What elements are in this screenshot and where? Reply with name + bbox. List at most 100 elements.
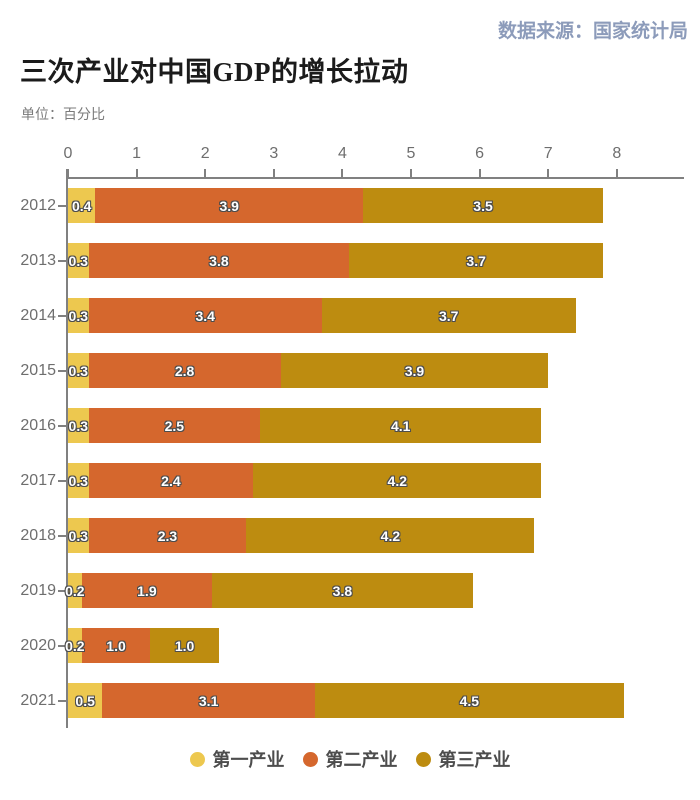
x-axis-tick-label: 6 bbox=[475, 145, 485, 162]
bar-value-label: 0.3 bbox=[68, 527, 89, 544]
x-axis-tick bbox=[341, 169, 344, 177]
y-axis-category-label: 2014 bbox=[20, 307, 56, 324]
bar-segment-第二产业 bbox=[88, 463, 254, 498]
bar-segment-第一产业 bbox=[68, 188, 96, 223]
legend-swatch-icon bbox=[189, 751, 205, 767]
y-axis-tick bbox=[58, 534, 66, 537]
bar-value-label: 0.2 bbox=[65, 637, 85, 654]
bar-value-label: 3.9 bbox=[404, 362, 425, 379]
bar-segment-第三产业 bbox=[280, 353, 549, 388]
page-title: 三次产业对中国GDP的增长拉动 bbox=[20, 57, 409, 87]
bar-value-label: 3.7 bbox=[438, 307, 459, 324]
x-axis-tick-label: 3 bbox=[269, 145, 279, 162]
bar-segment-第二产业 bbox=[95, 188, 363, 223]
unit-label: 单位：百分比 bbox=[21, 106, 105, 122]
bar-segment-第一产业 bbox=[68, 408, 89, 443]
x-axis-tick-label: 2 bbox=[200, 145, 210, 162]
bar-value-label: 2.3 bbox=[157, 527, 178, 544]
bar-value-label: 3.4 bbox=[195, 307, 215, 324]
y-axis-tick bbox=[58, 369, 66, 372]
x-axis-tick-label: 0 bbox=[63, 145, 73, 162]
bar-segment-第一产业 bbox=[68, 353, 89, 388]
bar-segment-第一产业 bbox=[68, 298, 89, 333]
x-axis-line bbox=[66, 177, 684, 179]
bar-segment-第三产业 bbox=[349, 243, 604, 278]
y-axis-category-label: 2013 bbox=[20, 252, 56, 269]
x-axis-tick bbox=[547, 169, 550, 177]
bar-segment-第一产业 bbox=[68, 243, 89, 278]
bar-segment-第二产业 bbox=[81, 628, 151, 663]
legend-label: 第三产业 bbox=[438, 750, 511, 770]
x-axis-tick bbox=[67, 169, 69, 177]
bar-segment-第二产业 bbox=[81, 573, 213, 608]
bar-value-label: 2.8 bbox=[174, 362, 195, 379]
bar-value-label: 0.3 bbox=[68, 307, 89, 324]
y-axis-category-label: 2020 bbox=[20, 637, 56, 654]
bar-value-label: 0.4 bbox=[71, 197, 92, 214]
x-axis-tick bbox=[478, 169, 481, 177]
x-axis-tick-label: 8 bbox=[612, 145, 622, 162]
y-axis-tick bbox=[58, 259, 66, 262]
bar-segment-第三产业 bbox=[246, 518, 535, 553]
bar-value-label: 3.7 bbox=[466, 252, 486, 269]
y-axis-tick bbox=[58, 644, 66, 647]
bar-segment-第一产业 bbox=[68, 463, 89, 498]
x-axis-tick-label: 7 bbox=[543, 145, 553, 162]
legend-item: 第三产业 bbox=[415, 746, 511, 772]
bar-value-label: 0.2 bbox=[65, 582, 85, 599]
bar-segment-第三产业 bbox=[321, 298, 576, 333]
bar-value-label: 0.3 bbox=[68, 252, 89, 269]
x-axis-tick-label: 5 bbox=[406, 145, 416, 162]
bar-value-label: 0.3 bbox=[68, 472, 89, 489]
legend: 第一产业 第二产业 第三产业 bbox=[0, 746, 700, 772]
bar-value-label: 1.0 bbox=[106, 637, 126, 654]
bar-value-label: 3.8 bbox=[332, 582, 353, 599]
y-axis-category-label: 2021 bbox=[20, 692, 56, 709]
bar-value-label: 4.2 bbox=[380, 527, 401, 544]
bar-value-label: 3.5 bbox=[473, 197, 493, 214]
legend-swatch-icon bbox=[302, 751, 318, 767]
bar-value-label: 4.1 bbox=[390, 417, 411, 434]
y-axis-category-label: 2015 bbox=[20, 362, 56, 379]
legend-swatch-icon bbox=[415, 751, 431, 767]
y-axis-line bbox=[66, 169, 68, 728]
bar-segment-第三产业 bbox=[362, 188, 604, 223]
bar-segment-第一产业 bbox=[68, 518, 89, 553]
x-axis-tick bbox=[135, 169, 138, 177]
bar-segment-第二产业 bbox=[88, 518, 247, 553]
x-axis-tick-label: 1 bbox=[132, 145, 142, 162]
x-axis-tick bbox=[410, 169, 412, 177]
bar-segment-第三产业 bbox=[150, 628, 219, 663]
bar-segment-第一产业 bbox=[68, 628, 82, 663]
x-axis-tick bbox=[204, 169, 207, 177]
bar-value-label: 4.5 bbox=[459, 692, 480, 709]
y-axis-category-label: 2012 bbox=[20, 197, 56, 214]
bar-segment-第三产业 bbox=[314, 683, 624, 718]
bar-value-label: 1.0 bbox=[174, 637, 195, 654]
y-axis-category-label: 2018 bbox=[20, 527, 56, 544]
y-axis-category-label: 2016 bbox=[20, 417, 56, 434]
bar-segment-第二产业 bbox=[88, 243, 350, 278]
bar-value-label: 3.8 bbox=[209, 252, 229, 269]
bar-value-label: 3.9 bbox=[219, 197, 239, 214]
bar-value-label: 2.4 bbox=[161, 472, 181, 489]
y-axis-tick bbox=[58, 204, 66, 207]
x-axis-tick-label: 4 bbox=[337, 145, 347, 162]
legend-label: 第一产业 bbox=[212, 750, 285, 770]
x-axis-tick bbox=[272, 169, 275, 177]
legend-item: 第一产业 bbox=[189, 746, 285, 772]
bar-segment-第三产业 bbox=[260, 408, 542, 443]
bar-segment-第二产业 bbox=[88, 298, 322, 333]
bar-segment-第三产业 bbox=[253, 463, 542, 498]
y-axis-tick bbox=[58, 314, 66, 317]
legend-label: 第二产业 bbox=[325, 750, 398, 770]
x-axis-tick bbox=[615, 169, 618, 177]
y-axis-tick bbox=[58, 699, 66, 702]
bar-value-label: 2.5 bbox=[164, 417, 185, 434]
bar-value-label: 3.1 bbox=[198, 692, 219, 709]
bar-segment-第二产业 bbox=[88, 408, 261, 443]
bar-value-label: 4.2 bbox=[387, 472, 407, 489]
y-axis-tick bbox=[58, 479, 66, 482]
y-axis-category-label: 2017 bbox=[20, 472, 56, 489]
